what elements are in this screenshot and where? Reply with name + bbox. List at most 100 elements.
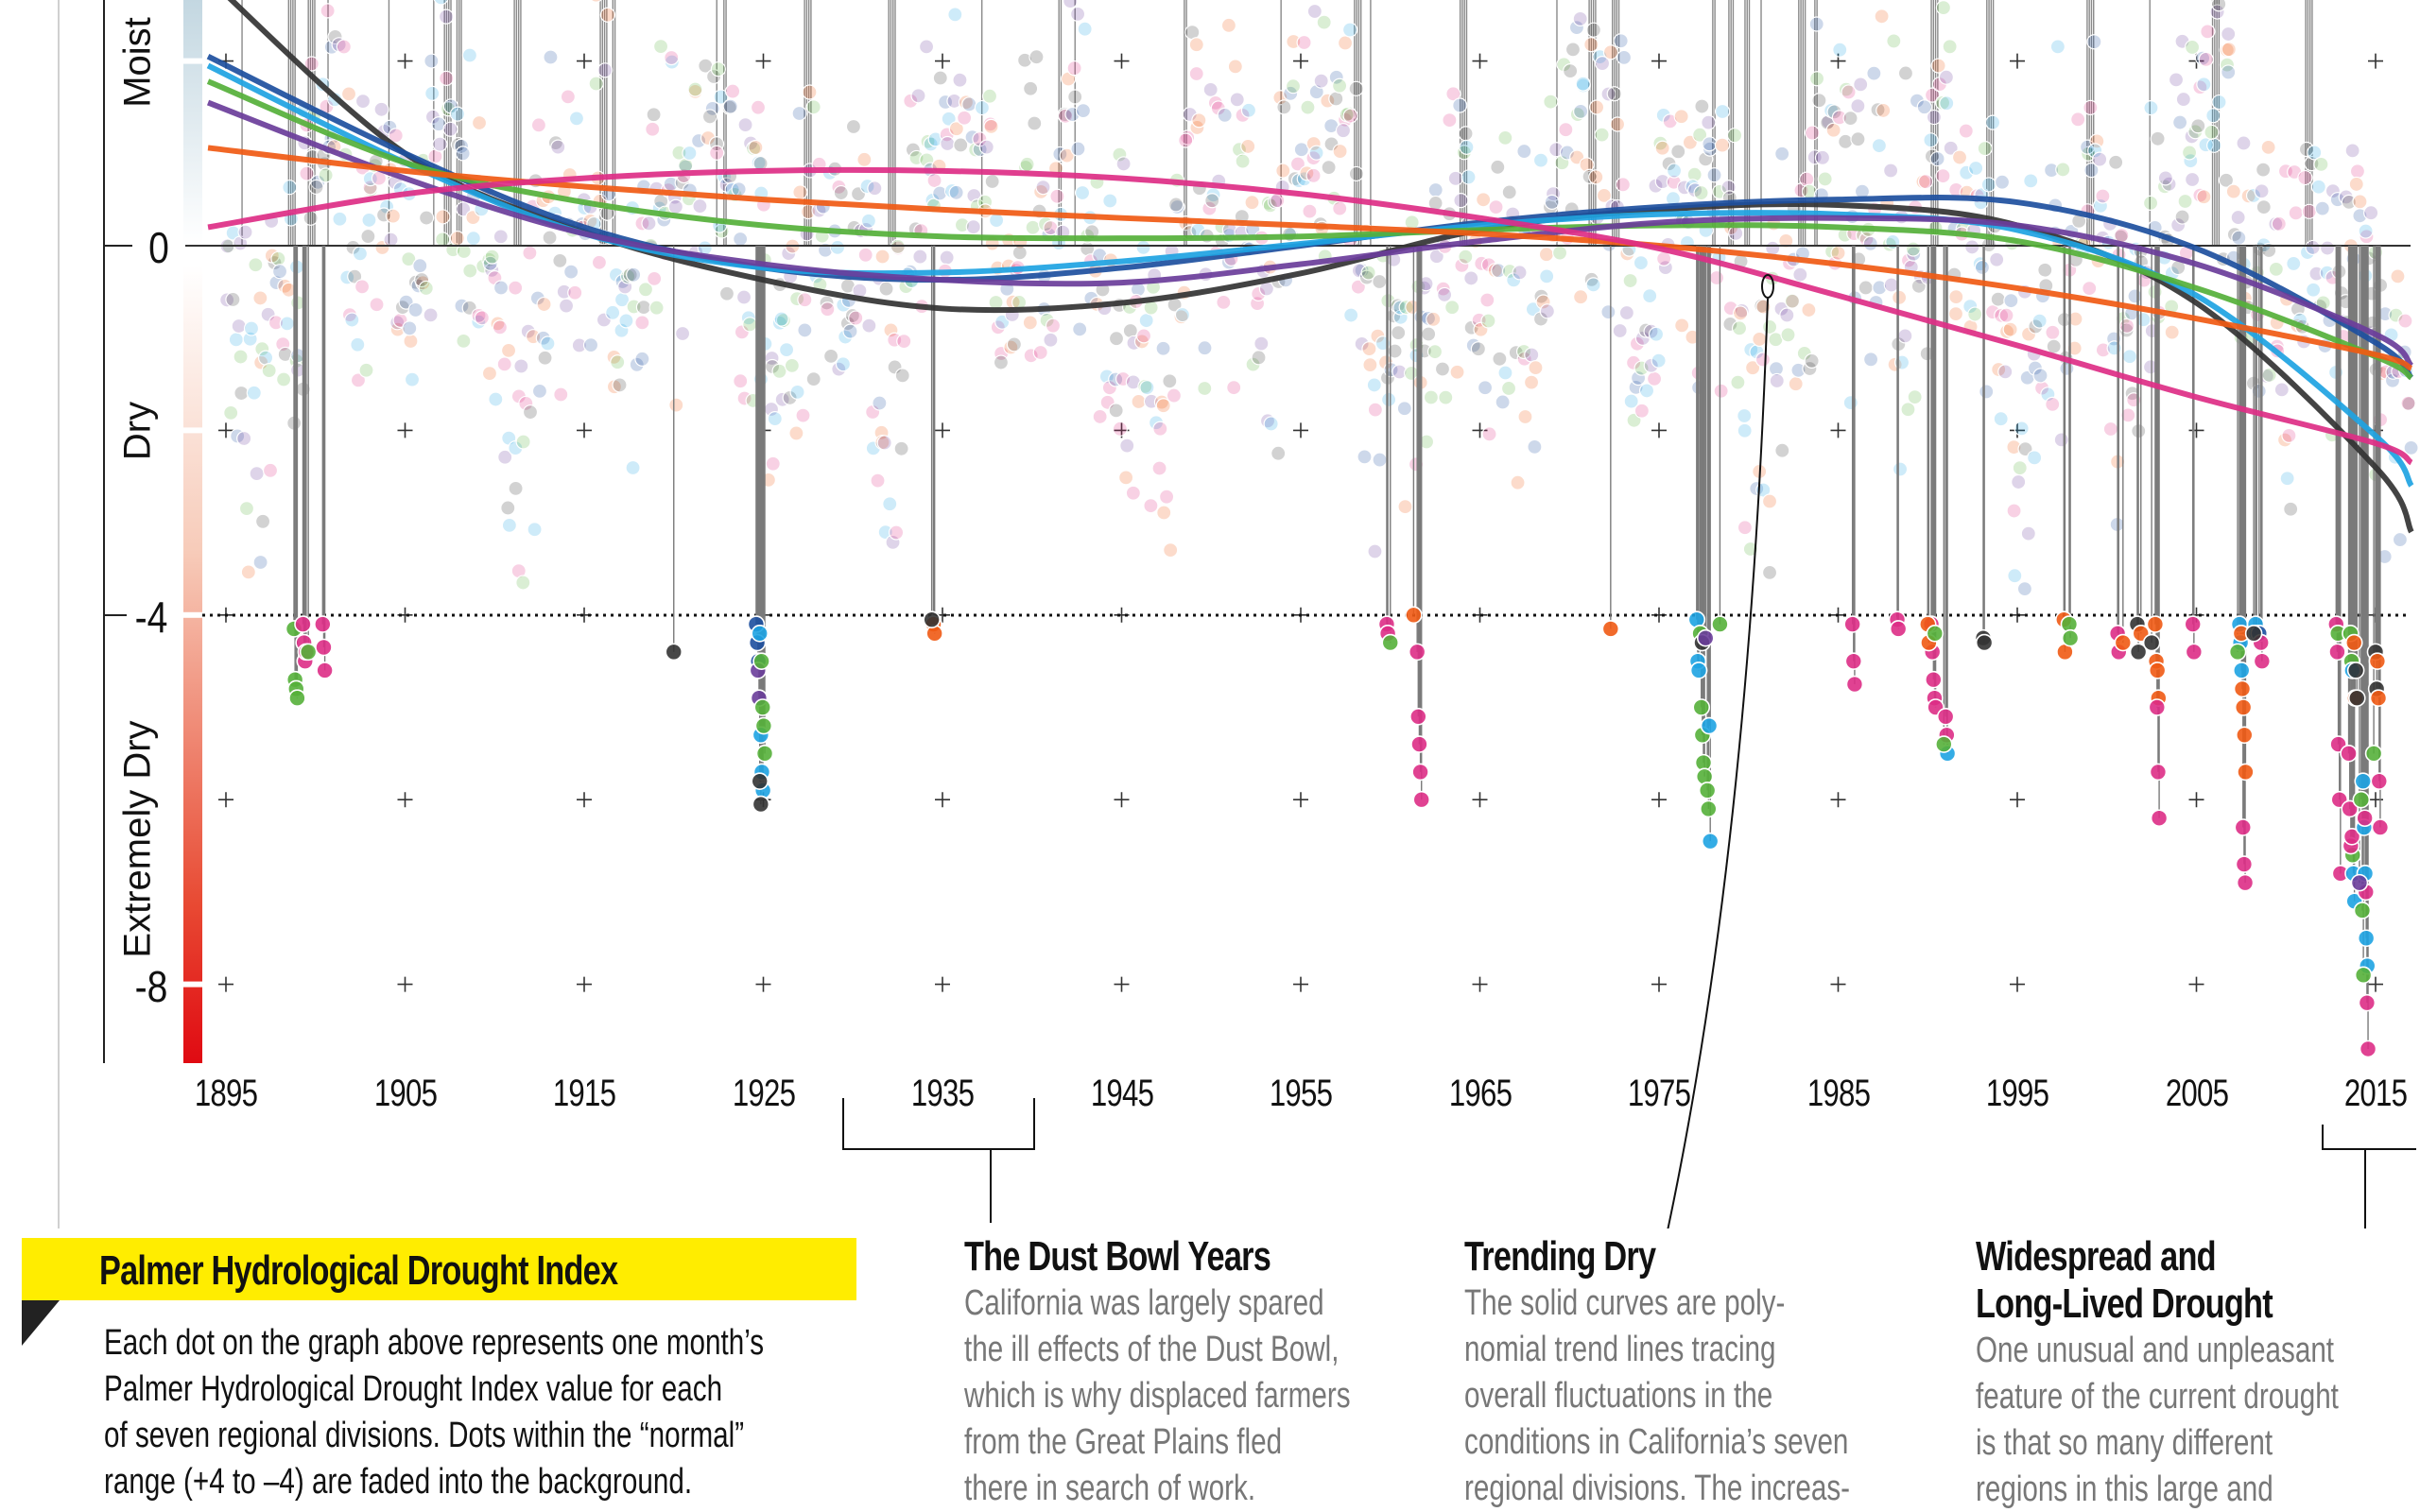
faded-data-dot (563, 264, 579, 280)
faded-data-dot (1858, 280, 1874, 296)
faded-data-dot (1285, 78, 1302, 94)
faded-data-dot (637, 282, 654, 298)
faded-data-dot (1366, 377, 1382, 393)
extreme-dry-dot (2185, 643, 2204, 662)
faded-data-dot (948, 121, 964, 137)
x-tick-label: 1945 (1090, 1073, 1153, 1114)
faded-data-dot (664, 54, 680, 70)
x-tick-label: 1895 (194, 1073, 258, 1114)
faded-data-dot (542, 230, 558, 246)
faded-data-dot (1673, 109, 1689, 125)
extreme-dry-dot (753, 698, 772, 716)
faded-data-dot (1765, 240, 1781, 256)
faded-data-dot (433, 0, 449, 6)
faded-data-dot (1714, 137, 1731, 153)
faded-data-dot (932, 185, 948, 201)
faded-data-dot (771, 363, 787, 379)
faded-data-dot (407, 301, 424, 318)
faded-data-dot (1296, 34, 1312, 51)
faded-data-dot (423, 307, 439, 323)
faded-data-dot (1067, 89, 1083, 105)
faded-data-dot (1702, 141, 1719, 157)
annotation-line: regions in this large and (1976, 1469, 2273, 1509)
faded-data-dot (340, 86, 357, 102)
faded-data-dot (1964, 239, 1980, 255)
faded-data-dot (1155, 340, 1171, 356)
faded-data-dot (484, 249, 500, 265)
faded-data-dot (1098, 369, 1115, 385)
drought-chart (58, 0, 2419, 1228)
faded-data-dot (1773, 301, 1789, 317)
faded-data-dot (2240, 188, 2256, 204)
faded-data-dot (819, 295, 835, 311)
grid-cross (1114, 976, 1130, 992)
faded-data-dot (1730, 374, 1746, 390)
faded-data-dot (424, 53, 440, 69)
faded-data-dot (947, 7, 963, 23)
faded-data-dot (2027, 360, 2044, 376)
faded-data-dot (233, 349, 249, 365)
faded-data-dot (1701, 114, 1717, 130)
faded-data-dot (835, 356, 852, 372)
faded-data-dot (2174, 209, 2190, 225)
faded-data-dot (228, 332, 244, 348)
extreme-dry-dot (2369, 689, 2388, 708)
faded-data-dot (1367, 543, 1383, 559)
x-tick-label: 1995 (1985, 1073, 2049, 1114)
extreme-dry-dot (1926, 625, 1945, 643)
faded-data-dot (700, 129, 717, 146)
faded-data-dot (1342, 108, 1358, 124)
faded-data-dot (500, 500, 516, 516)
faded-data-dot (240, 564, 256, 580)
faded-data-dot (2012, 460, 2028, 476)
faded-data-dot (2348, 176, 2364, 193)
extreme-dry-dot (2352, 790, 2371, 809)
faded-data-dot (1337, 35, 1354, 51)
faded-data-dot (2352, 194, 2368, 210)
grid-cross (755, 976, 771, 992)
faded-data-dot (725, 83, 741, 99)
faded-data-dot (354, 94, 372, 110)
faded-data-dot (1568, 20, 1585, 36)
faded-data-dot (1947, 306, 1964, 322)
extreme-dry-dot (2359, 1040, 2377, 1058)
faded-data-dot (1990, 291, 2006, 307)
faded-data-dot (2031, 313, 2048, 329)
faded-data-dot (236, 430, 252, 447)
faded-data-dot (597, 62, 614, 78)
faded-data-dot (1784, 293, 1801, 309)
faded-data-dot (1426, 344, 1443, 360)
faded-data-dot (1606, 86, 1622, 102)
faded-data-dot (1139, 380, 1155, 396)
annotation-line: from the Great Plains fled (964, 1422, 1283, 1462)
faded-data-dot (1538, 247, 1554, 263)
faded-data-dot (419, 210, 435, 226)
faded-data-dot (1974, 259, 1991, 276)
grid-cross (935, 792, 950, 808)
faded-data-dot (1335, 123, 1352, 139)
faded-data-dot (497, 449, 513, 465)
grid-cross (218, 422, 233, 438)
extreme-dry-dot (288, 689, 306, 708)
faded-data-dot (456, 243, 472, 260)
faded-data-dot (860, 213, 877, 229)
color-scale-bar (183, 0, 202, 1063)
faded-data-dot (1102, 193, 1118, 209)
faded-data-dot (1508, 345, 1524, 361)
faded-data-dot (270, 250, 286, 266)
grid-cross (2188, 792, 2204, 808)
faded-data-dot (1734, 302, 1750, 318)
faded-data-dot (870, 472, 886, 489)
faded-data-dot (1842, 395, 1858, 411)
faded-data-dot (231, 318, 247, 335)
annotation-line: regional divisions. The increas- (1464, 1469, 1851, 1508)
faded-data-dot (2046, 338, 2062, 354)
faded-data-dot (1905, 241, 1922, 257)
annotation-pointer-ellipse (1761, 274, 1774, 299)
x-tick-label: 1905 (373, 1073, 437, 1114)
faded-data-dot (439, 70, 455, 86)
faded-data-dot (362, 180, 378, 196)
extreme-dry-dot (1711, 615, 1729, 633)
faded-data-dot (249, 466, 265, 482)
faded-data-dot (1994, 174, 2011, 190)
